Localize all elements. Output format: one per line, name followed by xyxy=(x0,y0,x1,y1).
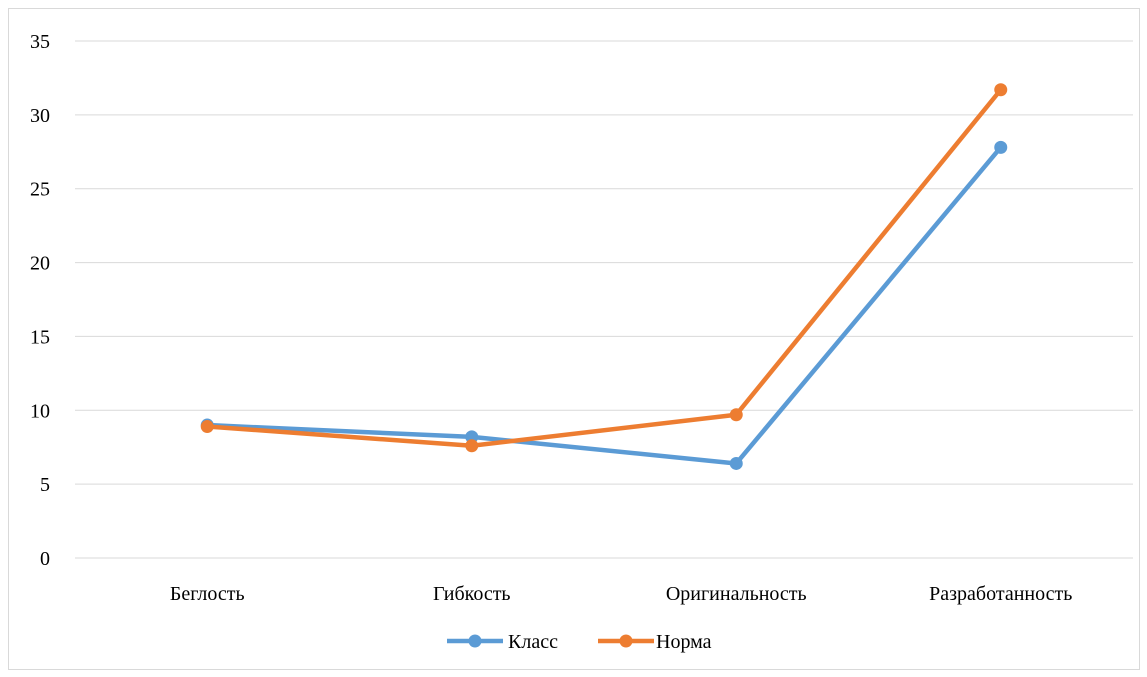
data-point xyxy=(994,83,1008,97)
y-tick-label: 30 xyxy=(30,105,50,127)
legend-swatch-marker xyxy=(619,634,633,648)
y-tick-label: 15 xyxy=(30,326,50,348)
y-tick-label: 0 xyxy=(40,548,50,570)
legend-label: Класс xyxy=(508,631,558,653)
data-point xyxy=(465,439,479,453)
x-category-label: Разработанность xyxy=(929,583,1072,605)
gridlines xyxy=(75,40,1133,559)
series-2 xyxy=(200,83,1008,453)
data-point xyxy=(729,408,743,422)
legend-item-1: Класс xyxy=(447,631,558,653)
series-line xyxy=(205,87,1003,448)
x-axis-category-labels: Беглость Гибкость Оригинальность Разработан… xyxy=(170,583,1072,605)
y-tick-label: 10 xyxy=(30,400,50,422)
legend-swatch-marker xyxy=(468,634,482,648)
data-point xyxy=(729,456,743,470)
series-1 xyxy=(200,140,1008,470)
y-tick-label: 20 xyxy=(30,253,50,275)
legend-item-2: Норма xyxy=(598,631,712,653)
y-axis-tick-labels: 0 5 10 15 20 25 30 35 xyxy=(30,31,50,570)
chart-frame xyxy=(8,8,1140,670)
y-tick-label: 5 xyxy=(40,474,50,496)
y-tick-label: 25 xyxy=(30,179,50,201)
data-point xyxy=(200,420,214,434)
series-lines xyxy=(200,83,1008,470)
x-category-label: Беглость xyxy=(170,583,245,605)
x-category-label: Гибкость xyxy=(433,583,511,605)
data-point xyxy=(994,140,1008,154)
y-tick-label: 35 xyxy=(30,31,50,53)
legend: Класс Норма xyxy=(447,631,712,653)
legend-label: Норма xyxy=(656,631,712,653)
series-line xyxy=(205,145,1003,466)
x-category-label: Оригинальность xyxy=(666,583,807,605)
